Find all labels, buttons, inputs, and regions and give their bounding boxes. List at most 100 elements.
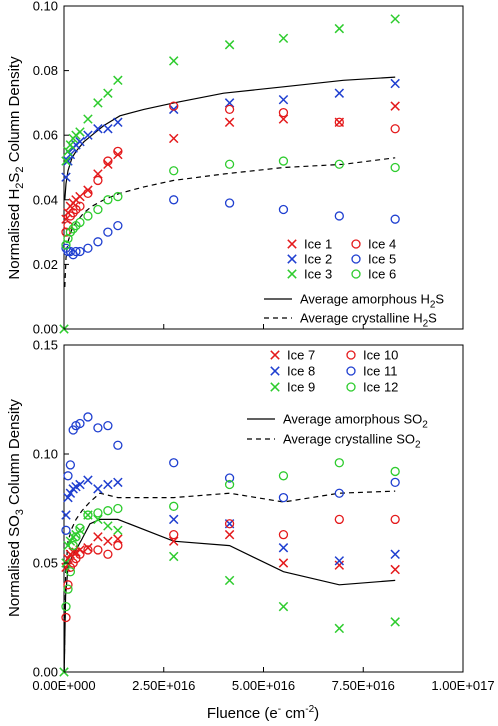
- ice-6-point: [75, 217, 85, 228]
- legend-ice-10-marker: [346, 350, 356, 360]
- ice-5-point: [83, 243, 93, 253]
- bottom-y-axis-label: Normalised SO3 Column Density: [6, 399, 26, 617]
- ice-3-point: [93, 98, 103, 108]
- ice-4-point: [93, 175, 103, 186]
- ice-3-point: [103, 88, 113, 98]
- x-tick-label: 7.50E+016: [332, 678, 395, 693]
- ice-8-point: [168, 514, 179, 525]
- ice-4-point: [169, 101, 179, 111]
- ice-7-point: [103, 536, 113, 546]
- top-y-axis-label: Normalised H2S2 Column Density: [6, 56, 26, 280]
- bottom-y-tick-label: 0.15: [33, 338, 58, 353]
- ice-8-point: [334, 556, 345, 566]
- ice-8-point: [278, 543, 289, 553]
- bottom-y-tick-label: 0.10: [33, 447, 58, 462]
- ice-8-point: [61, 510, 71, 520]
- ice-1-point: [390, 101, 400, 111]
- legend-average-crystalline-so2-label: Average crystalline SO2: [283, 432, 421, 451]
- ice-5-point: [103, 227, 113, 237]
- ice-9-point: [390, 617, 400, 627]
- ice-10-point: [83, 545, 93, 555]
- top-axis-ticks: 0.00 0.02 0.04 0.06 0.08 0.10: [33, 0, 464, 337]
- ice-3-point: [390, 14, 400, 24]
- ice-12-point: [63, 584, 73, 594]
- ice-2-point: [93, 124, 103, 134]
- legend-ice-3-label: Ice 3: [304, 267, 332, 282]
- legend-ice-6-marker: [351, 269, 361, 279]
- ice-10-point: [63, 580, 73, 590]
- top-legend: Ice 1 Ice 4 Ice 2 Ice 5 Ice 3 Ice 6 Average am…: [264, 237, 444, 330]
- ice-8-point: [103, 479, 113, 490]
- legend-ice-10-label: Ice 10: [363, 348, 398, 363]
- ice-6-point: [61, 240, 71, 250]
- ice-6-point: [113, 191, 123, 202]
- legend-average-crystalline-h2s-label: Average crystalline H2S: [300, 311, 437, 330]
- bottom-y-tick-label: 0.05: [33, 556, 58, 571]
- ice-10-point: [224, 519, 235, 529]
- legend-ice-12-marker: [346, 382, 356, 392]
- ice-4-point: [334, 117, 344, 127]
- x-tick-label: 2.50E+016: [132, 678, 195, 693]
- ice-8-point: [93, 484, 103, 494]
- ice-1-point: [113, 149, 123, 160]
- ice-1-point: [224, 117, 235, 128]
- ice-2-point: [83, 130, 93, 140]
- ice-2-point: [334, 88, 345, 98]
- legend-ice-8-marker: [270, 366, 280, 376]
- ice-4-point: [113, 146, 123, 157]
- legend-ice-11-label: Ice 11: [363, 364, 397, 379]
- ice-8-point: [63, 492, 73, 503]
- ice-4-point: [103, 156, 113, 166]
- ice-6-point: [224, 159, 235, 169]
- ice-9-point: [93, 514, 103, 525]
- ice-9-point: [168, 551, 179, 562]
- legend-ice-7-label: Ice 7: [287, 348, 315, 363]
- ice-10-point: [278, 530, 289, 540]
- ice-10-point: [61, 612, 71, 623]
- ice-11-point: [278, 492, 289, 503]
- ice-9-point: [113, 525, 123, 536]
- ice-5-point: [71, 246, 81, 257]
- ice-12-point: [68, 540, 78, 551]
- ice-3-point: [168, 56, 179, 66]
- top-y-tick-label: 0.10: [33, 0, 58, 14]
- x-tick-label: 5.00E+016: [232, 678, 295, 693]
- ice-3-point: [75, 127, 85, 137]
- ice-3-point: [83, 114, 93, 124]
- ice-4-point: [83, 188, 93, 198]
- ice-8-point: [83, 475, 93, 485]
- ice-2-point: [75, 136, 85, 147]
- ice-12-point: [83, 510, 93, 520]
- ice-11-point: [113, 440, 123, 450]
- ice-6-point: [103, 195, 113, 205]
- x-tick-label: 0.00E+000: [32, 678, 95, 693]
- ice-12-point: [113, 503, 123, 514]
- average-crystalline-h2s-line: [64, 157, 396, 288]
- top-panel: 0.00 0.02 0.04 0.06 0.08 0.10 Normalised H2S2…: [6, 0, 464, 337]
- bottom-panel: 0.00 0.05 0.10 0.15 0.00E+000 2.50E+016 5.00E+…: [6, 338, 495, 723]
- ice-1-point: [83, 185, 93, 195]
- bottom-plot-frame: [63, 344, 464, 673]
- ice-11-point: [65, 460, 76, 470]
- top-y-tick-label: 0.02: [33, 257, 58, 272]
- ice-2-point: [168, 104, 179, 115]
- ice-2-point: [103, 124, 113, 134]
- ice-2-point: [390, 78, 400, 89]
- ice-10-point: [390, 514, 400, 525]
- ice-10-point: [93, 545, 103, 555]
- ice-3-point: [63, 146, 73, 157]
- ice-6-point: [63, 233, 73, 244]
- ice-3-point: [113, 75, 123, 86]
- ice-5-point: [390, 214, 400, 224]
- ice-10-point: [113, 540, 123, 551]
- ice-7-point: [390, 564, 400, 575]
- ice-9-point: [224, 575, 235, 586]
- ice-12-point: [169, 501, 179, 511]
- ice-3-point: [334, 23, 345, 34]
- legend-ice-8-label: Ice 8: [287, 364, 315, 379]
- legend-ice-6-label: Ice 6: [368, 267, 396, 282]
- ice-9-point: [103, 521, 113, 531]
- ice-1-point: [168, 133, 179, 144]
- ice-11-point: [169, 458, 179, 468]
